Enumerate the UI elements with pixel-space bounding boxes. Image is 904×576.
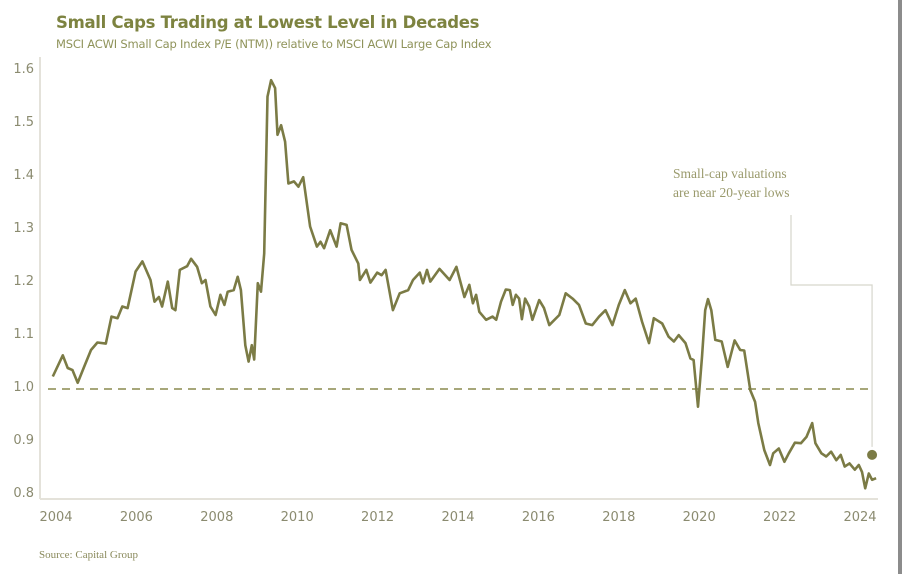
chart-title: Small Caps Trading at Lowest Level in De… xyxy=(56,13,480,32)
chart-subtitle: MSCI ACWI Small Cap Index P/E (NTM)) rel… xyxy=(56,37,492,51)
y-tick-label: 1.3 xyxy=(13,221,34,236)
x-tick-label: 2014 xyxy=(441,510,474,525)
y-tick-label: 0.8 xyxy=(13,486,34,501)
annotation-marker-dot xyxy=(867,449,878,460)
annotation-group: Small-cap valuations are near 20-year lo… xyxy=(673,166,878,460)
y-tick-label: 1.6 xyxy=(13,62,34,77)
x-tick-label: 2006 xyxy=(120,510,153,525)
x-tick-label: 2018 xyxy=(602,510,635,525)
x-tick-label: 2020 xyxy=(683,510,716,525)
y-tick-label: 1.5 xyxy=(13,115,34,130)
annotation-line-1: Small-cap valuations xyxy=(673,166,787,181)
x-tick-label: 2016 xyxy=(522,510,555,525)
y-tick-label: 0.9 xyxy=(13,433,34,448)
x-tick-label: 2004 xyxy=(39,510,72,525)
annotation-line-2: are near 20-year lows xyxy=(673,185,790,200)
x-tick-label: 2008 xyxy=(200,510,233,525)
y-tick-label: 1.4 xyxy=(13,168,34,183)
x-axis-ticks: 2004 2006 2008 2010 2012 2014 2016 2018 2020 2022… xyxy=(39,510,876,525)
source-note: Source: Capital Group xyxy=(39,549,138,561)
annotation-connector xyxy=(790,215,873,447)
series-line xyxy=(51,78,877,490)
y-tick-label: 1.0 xyxy=(13,380,34,395)
x-tick-label: 2024 xyxy=(843,510,876,525)
y-axis-ticks: 0.8 0.9 1.0 1.1 1.2 1.3 1.4 1.5 1.6 xyxy=(13,62,34,501)
axes xyxy=(39,57,878,500)
x-tick-label: 2010 xyxy=(281,510,314,525)
y-tick-label: 1.2 xyxy=(13,274,34,289)
y-tick-label: 1.1 xyxy=(13,327,34,342)
series-group xyxy=(51,78,877,490)
x-tick-label: 2022 xyxy=(763,510,796,525)
x-tick-label: 2012 xyxy=(361,510,394,525)
